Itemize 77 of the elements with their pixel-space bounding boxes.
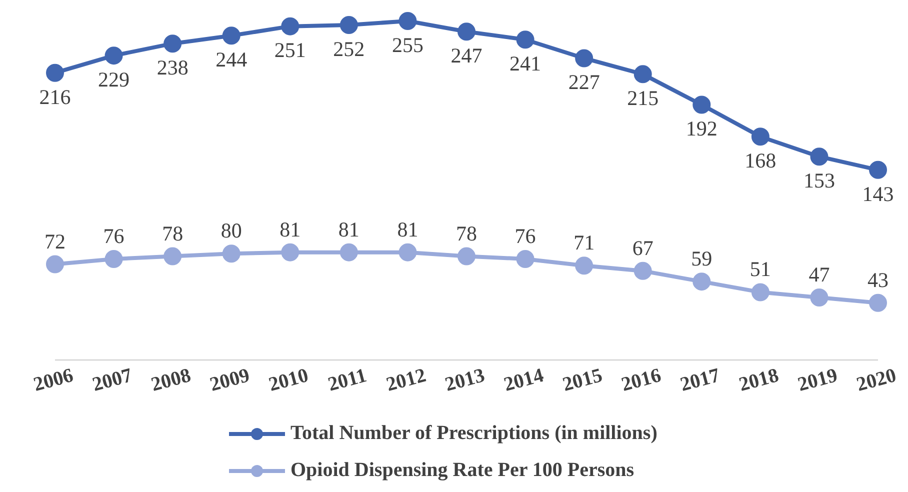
data-label: 47 <box>808 262 830 287</box>
data-label: 78 <box>162 221 184 246</box>
point <box>810 148 828 166</box>
x-tick-label: 2007 <box>90 364 134 396</box>
point <box>281 243 300 262</box>
point <box>516 250 534 268</box>
point <box>634 262 652 280</box>
x-tick-label: 2012 <box>384 364 428 396</box>
point <box>164 247 182 266</box>
point <box>222 244 240 263</box>
data-label: 241 <box>510 52 542 76</box>
point <box>458 22 476 41</box>
x-tick-label: 2016 <box>619 364 664 396</box>
x-tick-label: 2015 <box>560 364 605 396</box>
point <box>458 247 476 266</box>
point <box>398 243 417 262</box>
data-label: 81 <box>280 217 301 242</box>
point <box>340 16 358 34</box>
x-tick-label: 2010 <box>266 364 311 396</box>
data-label: 252 <box>333 36 365 61</box>
point <box>810 288 828 307</box>
data-label: 215 <box>627 86 659 110</box>
data-label: 78 <box>456 221 477 246</box>
data-label: 168 <box>744 148 776 173</box>
point <box>46 255 64 274</box>
point <box>634 65 652 84</box>
x-tick-label: 2019 <box>795 364 840 396</box>
data-label: 71 <box>574 230 595 255</box>
x-tick-label: 2011 <box>326 364 370 396</box>
point <box>516 30 534 49</box>
legend-label: Total Number of Prescriptions (in millions) <box>290 422 658 445</box>
x-tick-label: 2006 <box>31 364 76 396</box>
x-tick-label: 2009 <box>208 364 252 396</box>
data-label: 59 <box>691 246 712 271</box>
point <box>104 46 123 65</box>
data-label: 192 <box>686 116 718 141</box>
data-label: 76 <box>103 224 124 248</box>
point <box>869 160 887 179</box>
point <box>104 250 123 268</box>
point <box>751 128 770 146</box>
x-tick-label: 2008 <box>148 364 194 396</box>
data-label: 81 <box>397 217 418 242</box>
x-tick-label: 2018 <box>736 364 782 396</box>
data-label: 76 <box>514 224 536 248</box>
point <box>164 34 182 53</box>
point <box>751 283 770 302</box>
data-label: 251 <box>274 38 306 62</box>
point <box>692 96 711 114</box>
data-label: 72 <box>44 229 66 254</box>
point <box>575 256 594 275</box>
point <box>398 12 417 30</box>
point <box>222 26 240 45</box>
data-label: 229 <box>98 67 130 92</box>
data-label: 80 <box>220 218 242 243</box>
point <box>692 272 711 291</box>
data-label: 43 <box>868 268 888 292</box>
data-label: 51 <box>750 257 771 282</box>
data-label: 216 <box>39 84 71 109</box>
point <box>46 64 64 82</box>
legend-label: Opioid Dispensing Rate Per 100 Persons <box>290 459 634 482</box>
x-tick-label: 2017 <box>678 364 722 396</box>
point <box>575 49 594 68</box>
x-tick-label: 2020 <box>854 364 899 396</box>
point <box>869 294 887 312</box>
data-label: 81 <box>338 217 360 242</box>
point <box>340 243 358 262</box>
data-label: 143 <box>862 182 894 206</box>
point <box>281 17 300 36</box>
data-label: 238 <box>156 56 188 80</box>
data-label: 67 <box>632 236 654 260</box>
data-label: 244 <box>216 48 248 72</box>
x-tick-label: 2014 <box>502 364 546 396</box>
data-label: 255 <box>392 32 424 57</box>
data-label: 227 <box>568 70 600 94</box>
x-tick-label: 2013 <box>442 364 488 396</box>
data-label: 153 <box>803 168 835 193</box>
data-label: 247 <box>450 44 482 68</box>
